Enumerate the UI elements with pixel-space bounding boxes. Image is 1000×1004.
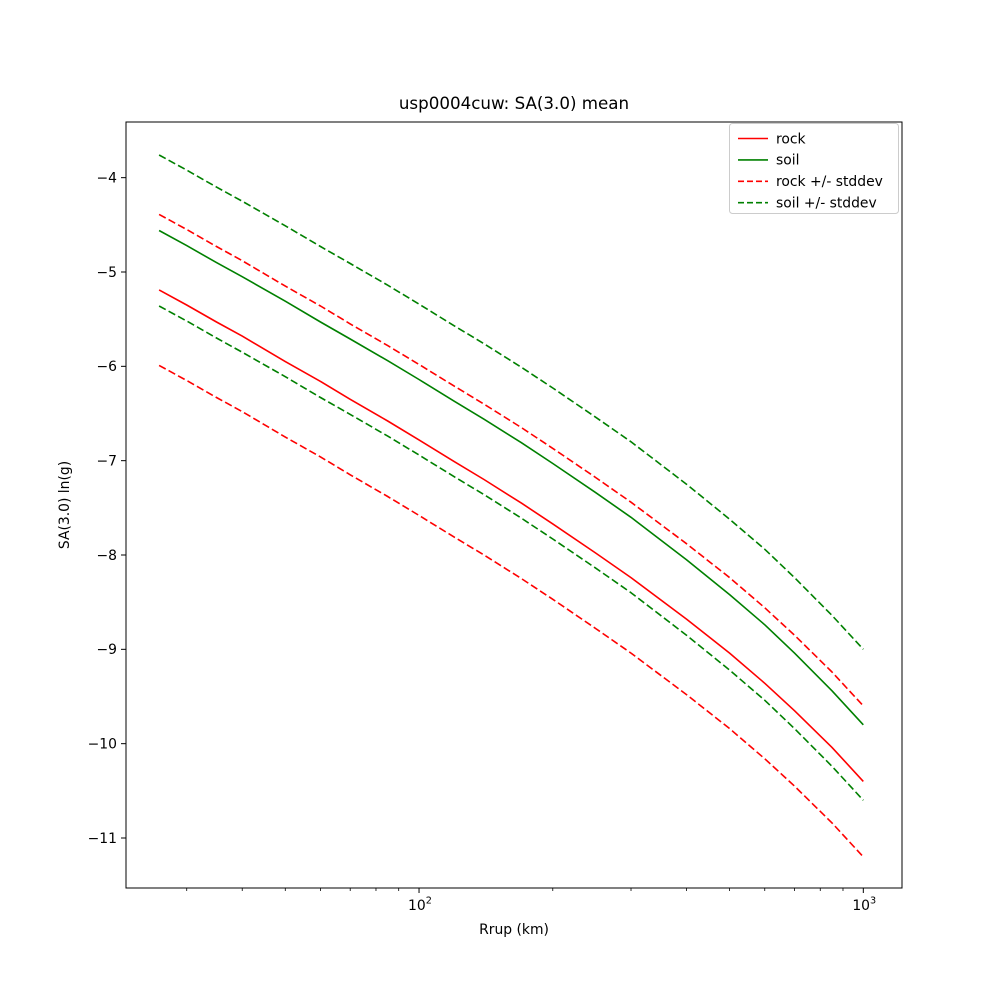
curve-rock-mean xyxy=(158,289,864,782)
y-axis: −4 −5 −6 −7 −8 −9 −10 −11 xyxy=(88,170,126,847)
y-tick-label: −7 xyxy=(97,453,117,469)
y-tick-label: −5 xyxy=(97,265,117,281)
y-tick-label: −6 xyxy=(97,359,117,375)
legend-label: rock +/- stddev xyxy=(776,174,883,190)
legend: rock soil rock +/- stddev soil +/- stddev xyxy=(729,123,899,214)
y-tick-label: −9 xyxy=(97,642,117,658)
curve-soil-mean xyxy=(158,229,864,726)
curve-rock-upper xyxy=(158,213,864,707)
curve-soil-lower xyxy=(158,305,864,801)
y-tick-label: −8 xyxy=(97,548,117,564)
x-tick-label: 103 xyxy=(852,896,876,915)
chart-title: usp0004cuw: SA(3.0) mean xyxy=(399,93,629,113)
x-axis-label: Rrup (km) xyxy=(479,922,549,938)
y-tick-label: −10 xyxy=(88,736,117,752)
legend-label: rock xyxy=(776,131,806,147)
legend-label: soil +/- stddev xyxy=(776,196,877,212)
legend-label: soil xyxy=(776,153,799,169)
x-tick-label: 102 xyxy=(408,896,432,915)
curve-rock-lower xyxy=(158,364,864,858)
y-tick-label: −4 xyxy=(97,170,118,186)
x-axis: 102 103 xyxy=(186,888,876,915)
y-tick-label: −11 xyxy=(88,831,117,847)
curves xyxy=(158,154,864,858)
curve-soil-upper xyxy=(158,154,864,650)
legend-frame xyxy=(729,123,899,214)
y-axis-label: SA(3.0) ln(g) xyxy=(57,461,73,549)
plot-frame xyxy=(125,121,903,889)
